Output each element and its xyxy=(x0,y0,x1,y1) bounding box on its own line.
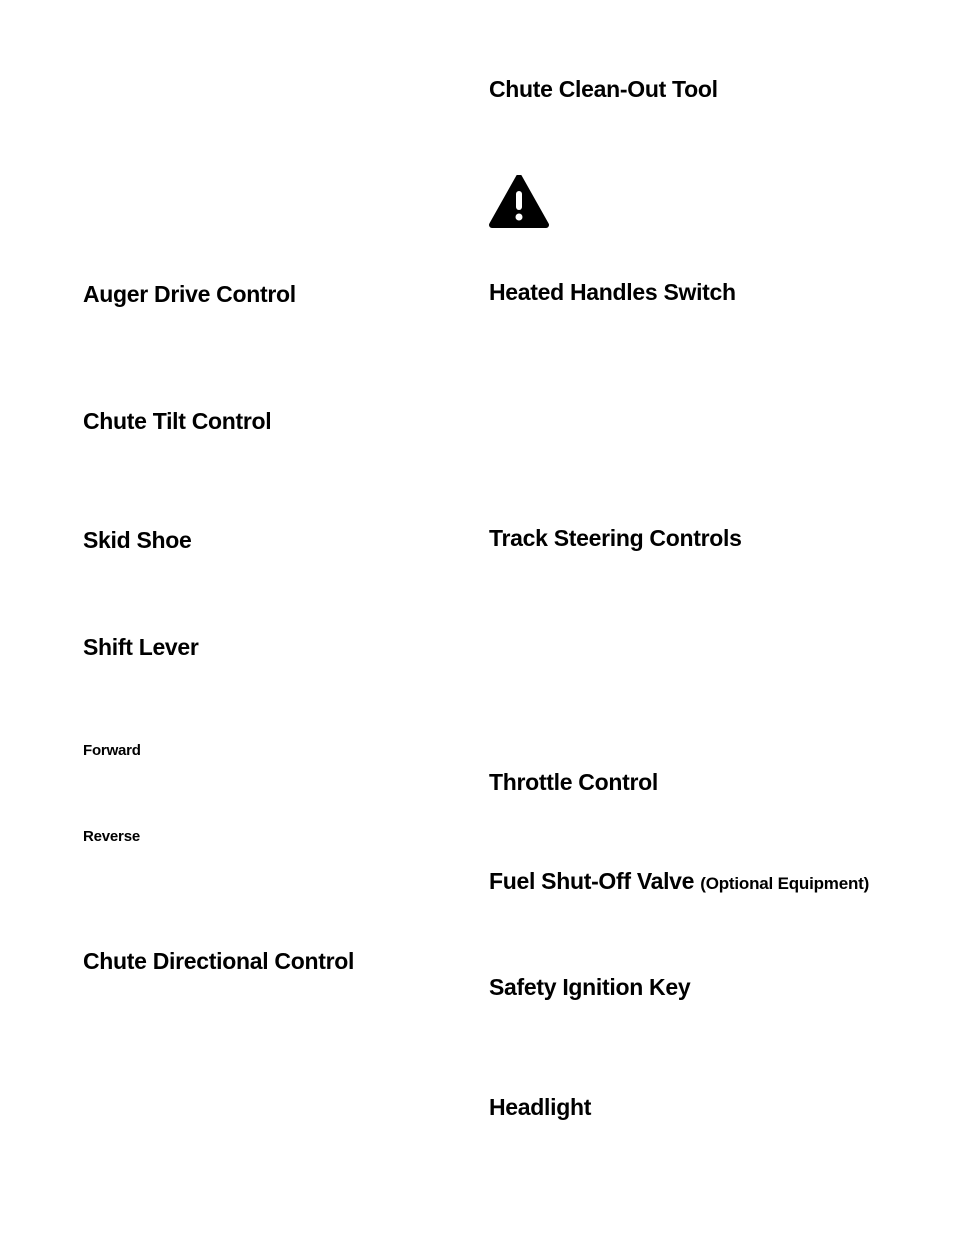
forward-label: Forward xyxy=(83,743,141,760)
reverse-label: Reverse xyxy=(83,829,140,846)
shift-lever-heading: Shift Lever xyxy=(83,635,199,660)
headlight-heading: Headlight xyxy=(489,1095,591,1120)
chute-directional-heading: Chute Directional Control xyxy=(83,949,354,974)
throttle-heading: Throttle Control xyxy=(489,770,658,795)
fuel-shutoff-note: (Optional Equipment) xyxy=(700,874,869,893)
warning-icon xyxy=(489,175,549,234)
chute-tilt-heading: Chute Tilt Control xyxy=(83,409,271,434)
fuel-shutoff-text: Fuel Shut-Off Valve xyxy=(489,868,694,894)
fuel-shutoff-heading: Fuel Shut-Off Valve (Optional Equipment) xyxy=(489,869,869,894)
safety-key-heading: Safety Ignition Key xyxy=(489,975,690,1000)
track-steering-heading: Track Steering Controls xyxy=(489,526,742,551)
heated-handles-heading: Heated Handles Switch xyxy=(489,280,736,305)
auger-drive-heading: Auger Drive Control xyxy=(83,282,296,307)
chute-cleanout-heading: Chute Clean-Out Tool xyxy=(489,77,718,102)
skid-shoe-heading: Skid Shoe xyxy=(83,528,192,553)
